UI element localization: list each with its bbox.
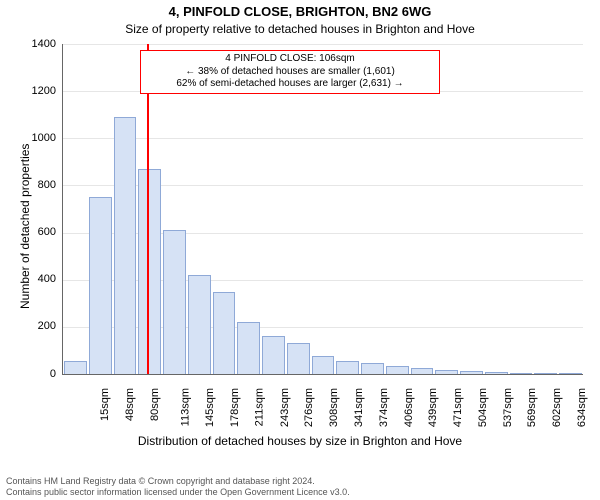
x-tick-label: 308sqm [328, 388, 340, 427]
page-title: 4, PINFOLD CLOSE, BRIGHTON, BN2 6WG [0, 4, 600, 19]
annotation-line-1: 4 PINFOLD CLOSE: 106sqm [147, 53, 433, 66]
x-tick-label: 341sqm [353, 388, 365, 427]
x-tick-label: 211sqm [253, 388, 265, 426]
bar [213, 292, 236, 375]
x-tick-label: 178sqm [229, 388, 241, 427]
x-tick-label: 569sqm [526, 388, 538, 427]
x-tick-label: 406sqm [403, 388, 415, 427]
x-tick-label: 374sqm [378, 388, 390, 427]
x-tick-label: 80sqm [149, 388, 161, 421]
footer-line-2: Contains public sector information licen… [6, 487, 350, 498]
x-tick-label: 602sqm [551, 388, 563, 427]
x-tick-label: 634sqm [576, 388, 588, 427]
bar [386, 366, 409, 374]
bar [262, 336, 285, 374]
bar [485, 372, 508, 374]
y-tick-label: 400 [20, 273, 56, 285]
x-axis-label: Distribution of detached houses by size … [0, 434, 600, 448]
bar [64, 361, 87, 374]
bar [510, 373, 533, 374]
gridline [63, 44, 583, 45]
y-tick-label: 0 [20, 368, 56, 380]
bar [460, 371, 483, 374]
x-tick-label: 276sqm [304, 388, 316, 427]
x-tick-label: 145sqm [205, 388, 217, 427]
bar [411, 368, 434, 374]
bar [89, 197, 112, 374]
y-tick-label: 1000 [20, 132, 56, 144]
bar [163, 230, 186, 374]
bar [188, 275, 211, 374]
bar [559, 373, 582, 374]
footer: Contains HM Land Registry data © Crown c… [0, 476, 350, 498]
annotation-line-2: ← 38% of detached houses are smaller (1,… [147, 66, 433, 79]
page-subtitle: Size of property relative to detached ho… [0, 22, 600, 36]
x-tick-label: 439sqm [427, 388, 439, 427]
bar [287, 343, 310, 374]
x-tick-label: 113sqm [179, 388, 191, 426]
annotation-line-3: 62% of semi-detached houses are larger (… [147, 78, 433, 91]
bar [312, 356, 335, 374]
y-tick-label: 200 [20, 320, 56, 332]
gridline [63, 138, 583, 139]
x-tick-label: 243sqm [279, 388, 291, 427]
y-tick-label: 1200 [20, 85, 56, 97]
bar [114, 117, 137, 374]
bar [138, 169, 161, 374]
bar [336, 361, 359, 374]
y-tick-label: 1400 [20, 38, 56, 50]
x-tick-label: 48sqm [124, 388, 136, 421]
bar [361, 363, 384, 374]
chart-plot-area [62, 44, 583, 375]
bar [237, 322, 260, 374]
x-tick-label: 504sqm [477, 388, 489, 427]
x-tick-label: 15sqm [99, 388, 111, 421]
x-tick-label: 537sqm [502, 388, 514, 427]
x-tick-label: 471sqm [452, 388, 464, 427]
footer-line-1: Contains HM Land Registry data © Crown c… [6, 476, 350, 487]
y-tick-label: 600 [20, 226, 56, 238]
chart-annotation: 4 PINFOLD CLOSE: 106sqm ← 38% of detache… [140, 50, 440, 94]
marker-line [147, 44, 149, 374]
bar [435, 370, 458, 374]
bar [534, 373, 557, 374]
y-tick-label: 800 [20, 179, 56, 191]
